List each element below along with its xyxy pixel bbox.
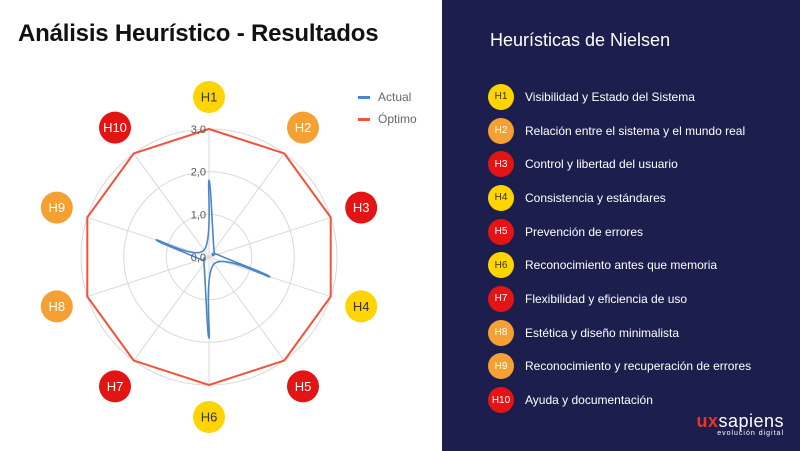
heuristic-item-h7: H7 Flexibilidad y eficiencia de uso bbox=[488, 282, 751, 316]
legend-label-optimo: Óptimo bbox=[378, 112, 417, 126]
chart-panel: Análisis Heurístico - Resultados 0,0 1,0 2… bbox=[18, 20, 417, 433]
heuristic-badge-h9: H9 bbox=[488, 353, 514, 380]
legend-swatch-actual bbox=[358, 95, 370, 99]
heuristic-label-h3: Control y libertad del usuario bbox=[525, 157, 678, 172]
heuristic-badge-h6: H6 bbox=[488, 252, 514, 279]
legend-label-actual: Actual bbox=[378, 90, 412, 104]
radar-grid bbox=[80, 128, 338, 386]
category-badge-h4 bbox=[345, 290, 378, 323]
heuristic-badge-h10: H10 bbox=[488, 387, 514, 414]
heuristic-badge-h2: H2 bbox=[488, 117, 514, 144]
legend-item-optimo: Óptimo bbox=[358, 108, 417, 130]
category-badge-h6 bbox=[193, 401, 225, 433]
heuristic-badge-h5: H5 bbox=[488, 218, 514, 245]
radar-category-badges: H1 H2 H3 H4 H5 H6 H7 H8 H9 H10 bbox=[40, 81, 378, 433]
category-label-h2: H2 bbox=[295, 120, 312, 135]
grid-spoke-8 bbox=[87, 256, 210, 298]
category-badge-h7 bbox=[99, 370, 131, 403]
category-label-h1: H1 bbox=[201, 90, 218, 105]
category-label-h3: H3 bbox=[353, 200, 370, 215]
category-badge-h5 bbox=[287, 370, 319, 403]
tick-label-0: 0,0 bbox=[191, 252, 206, 264]
heuristic-badge-h1: H1 bbox=[488, 83, 514, 110]
legend-swatch-optimo bbox=[358, 117, 370, 121]
heuristic-label-h1: Visibilidad y Estado del Sistema bbox=[525, 89, 695, 104]
category-badge-h3 bbox=[345, 191, 378, 224]
category-badge-h1 bbox=[193, 81, 225, 113]
brand-logo: uxsapiens evolución digital bbox=[696, 411, 784, 437]
heuristic-item-h4: H4 Consistencia y estándares bbox=[488, 181, 751, 215]
radar-ticks: 0,0 1,0 2,0 3,0 bbox=[191, 124, 206, 264]
category-badge-h8 bbox=[40, 290, 73, 323]
heuristic-label-h6: Reconocimiento antes que memoria bbox=[525, 258, 718, 273]
category-badge-h2 bbox=[287, 111, 319, 144]
category-label-h6: H6 bbox=[201, 410, 218, 425]
heuristic-item-h3: H3 Control y libertad del usuario bbox=[488, 147, 751, 181]
series-line-actual bbox=[155, 179, 271, 339]
heuristic-item-h9: H9 Reconocimiento y recuperación de error… bbox=[488, 350, 751, 384]
heuristic-badge-h3: H3 bbox=[488, 151, 514, 178]
heuristic-item-h8: H8 Estética y diseño minimalista bbox=[488, 316, 751, 350]
heuristic-item-h2: H2 Relación entre el sistema y el mundo r… bbox=[488, 114, 751, 148]
heuristic-label-h5: Prevención de errores bbox=[525, 224, 644, 239]
category-label-h8: H8 bbox=[48, 299, 65, 314]
heuristic-badge-h7: H7 bbox=[488, 285, 514, 312]
tick-label-1: 1,0 bbox=[191, 209, 206, 221]
category-badge-h9 bbox=[40, 191, 73, 224]
grid-spoke-9 bbox=[87, 216, 210, 258]
chart-legend: Actual Óptimo bbox=[358, 86, 417, 130]
heuristic-label-h7: Flexibilidad y eficiencia de uso bbox=[525, 291, 688, 306]
tick-label-3: 3,0 bbox=[191, 124, 206, 136]
heuristic-item-h6: H6 Reconocimiento antes que memoria bbox=[488, 248, 751, 282]
category-label-h4: H4 bbox=[353, 299, 370, 314]
heuristic-label-h10: Ayuda y documentación bbox=[525, 393, 653, 408]
category-label-h10: H10 bbox=[103, 120, 127, 135]
logo-ux: ux bbox=[696, 411, 719, 431]
heuristic-label-h9: Reconocimiento y recuperación de errores bbox=[525, 359, 752, 374]
radar-series bbox=[86, 128, 332, 386]
heuristic-label-h4: Consistencia y estándares bbox=[525, 190, 666, 205]
heuristic-label-h8: Estética y diseño minimalista bbox=[525, 325, 680, 340]
grid-spoke-5 bbox=[208, 256, 285, 361]
category-label-h5: H5 bbox=[295, 379, 312, 394]
radar-chart: 0,0 1,0 2,0 3,0 H1 H2 H3 H4 H5 H6 H7 H8 H9 H10 bbox=[40, 81, 378, 433]
logo-sapiens: sapiens bbox=[718, 411, 784, 431]
panel-title: Heurísticas de Nielsen bbox=[490, 30, 671, 50]
grid-spoke-7 bbox=[133, 256, 210, 361]
tick-label-2: 2,0 bbox=[191, 167, 206, 179]
heuristics-list: H1 Visibilidad y Estado del Sistema H2 Rela… bbox=[488, 80, 751, 417]
heuristic-badge-h4: H4 bbox=[488, 184, 514, 211]
legend-item-actual: Actual bbox=[358, 86, 417, 108]
heuristic-item-h5: H5 Prevención de errores bbox=[488, 215, 751, 249]
heuristic-badge-h8: H8 bbox=[488, 319, 514, 346]
heuristic-item-h10: H10 Ayuda y documentación bbox=[488, 383, 751, 417]
logo-tagline: evolución digital bbox=[717, 430, 784, 437]
grid-spoke-3 bbox=[208, 216, 331, 258]
heuristic-item-h1: H1 Visibilidad y Estado del Sistema bbox=[488, 80, 751, 114]
category-label-h7: H7 bbox=[107, 379, 124, 394]
heuristic-label-h2: Relación entre el sistema y el mundo rea… bbox=[525, 123, 746, 138]
page-title: Análisis Heurístico - Resultados bbox=[18, 20, 379, 47]
grid-spoke-2 bbox=[208, 153, 285, 258]
category-badge-h10 bbox=[99, 111, 131, 144]
category-label-h9: H9 bbox=[48, 200, 65, 215]
grid-spoke-10 bbox=[133, 153, 210, 258]
